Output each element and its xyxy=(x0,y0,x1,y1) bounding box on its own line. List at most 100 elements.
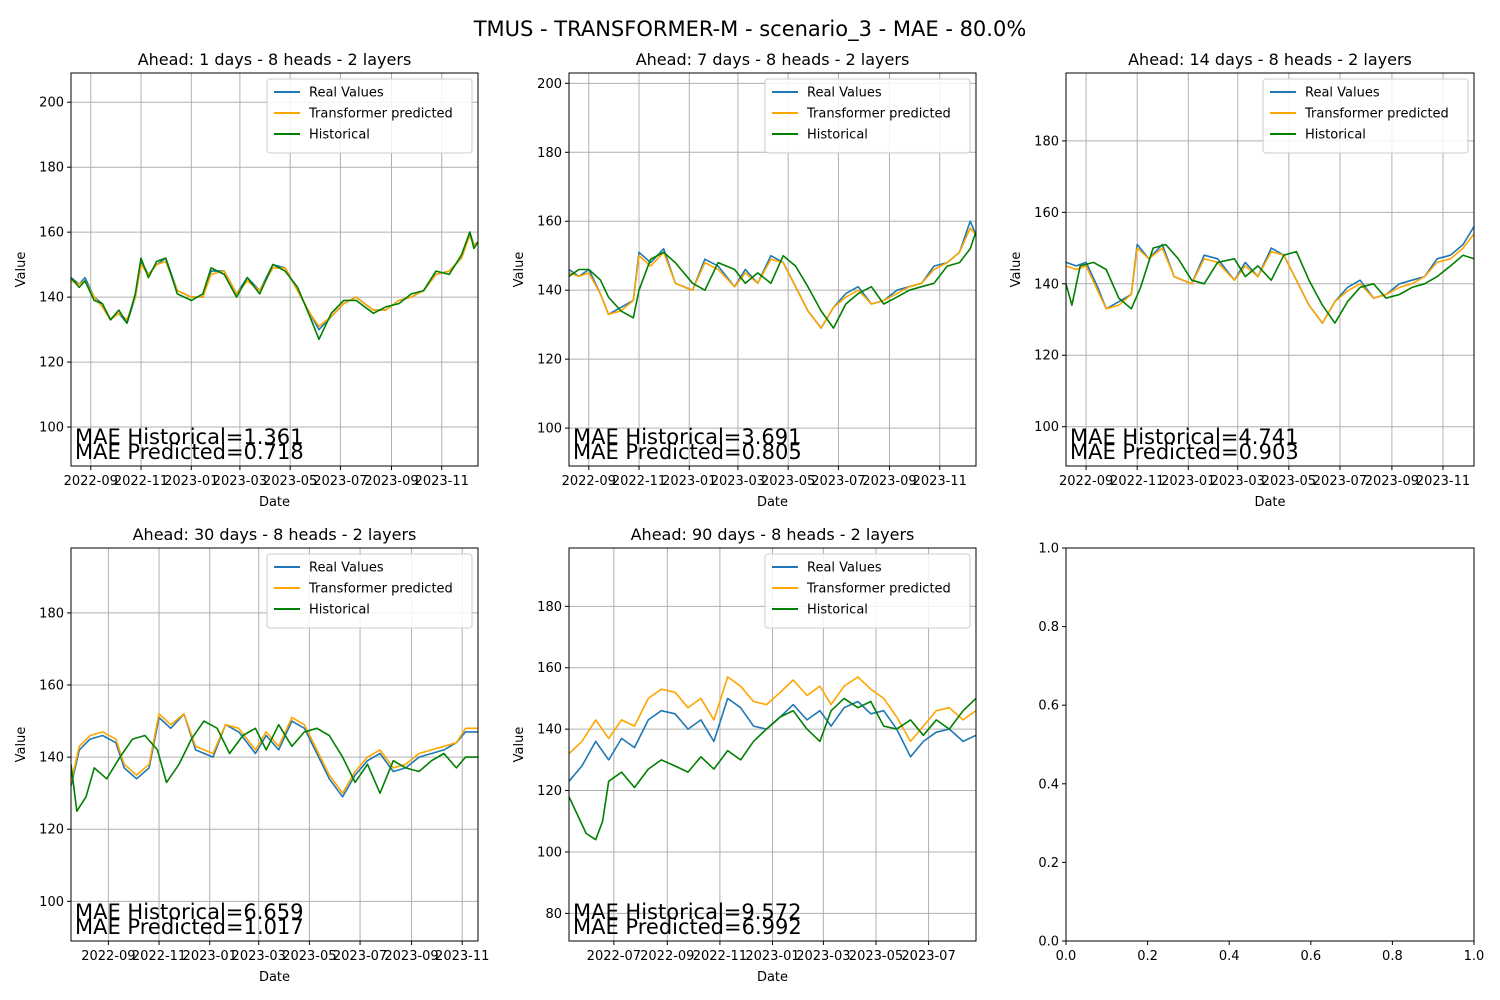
subplot-title: Ahead: 90 days - 8 heads - 2 layers xyxy=(631,525,915,544)
mae-predicted-annotation: MAE Predicted=0.718 xyxy=(75,440,304,464)
mae-historical-annotation: MAE Historical=9.572 xyxy=(573,900,802,924)
x-tick-label: 2023-05 xyxy=(282,949,336,964)
series-line-real-values xyxy=(71,713,478,798)
y-tick-label: 160 xyxy=(537,215,562,230)
series-line-historical xyxy=(71,720,478,813)
legend-box xyxy=(266,78,473,154)
subplot-6: 0.0 0.2 0.4 0.6 0.8 1.0 0.0 0.2 0.4 0.6 0.8 1.0 xyxy=(1038,542,1484,965)
series-line-transformer-predicted xyxy=(569,676,976,755)
series-group xyxy=(1066,226,1474,324)
y-tick-label: 140 xyxy=(1034,277,1059,292)
series-group xyxy=(569,220,976,329)
y-axis-label: Value xyxy=(512,727,527,763)
subplot-4: 2022-092022-112023-012023-032023-052023-… xyxy=(14,525,489,985)
legend-label: Transformer predicted xyxy=(806,107,951,122)
y-tick-label: 100 xyxy=(39,895,64,910)
legend-label: Real Values xyxy=(309,561,384,576)
mae-historical-annotation: MAE Historical=6.659 xyxy=(75,900,304,924)
legend-label: Transformer predicted xyxy=(1304,107,1449,122)
x-axis-label: Date xyxy=(1254,495,1285,510)
subplot-title: Ahead: 1 days - 8 heads - 2 layers xyxy=(138,50,412,69)
legend-label: Real Values xyxy=(807,86,882,101)
y-tick-label: 100 xyxy=(537,422,562,437)
x-tick-label: 2023-03 xyxy=(213,474,267,489)
x-tick-label: 2023-07 xyxy=(333,949,387,964)
series-line-transformer-predicted xyxy=(1066,233,1474,324)
x-tick-label: 2023-05 xyxy=(849,949,903,964)
y-tick-label: 200 xyxy=(537,77,562,92)
y-tick-label: 160 xyxy=(1034,206,1059,221)
y-tick-label: 100 xyxy=(537,845,562,860)
mae-predicted-annotation: MAE Predicted=0.903 xyxy=(1070,440,1299,464)
x-tick-label: 2023-05 xyxy=(1262,474,1316,489)
legend-label: Historical xyxy=(309,128,370,143)
y-axis-label: Value xyxy=(1009,252,1024,288)
series-line-historical xyxy=(1066,243,1474,324)
subplot-1: 2022-092022-112023-012023-032023-052023-… xyxy=(14,50,479,510)
x-tick-label: 2022-09 xyxy=(64,474,118,489)
x-tick-label: 2023-03 xyxy=(232,949,286,964)
x-tick-label: 2023-07 xyxy=(901,949,955,964)
mae-predicted-annotation: MAE Predicted=0.805 xyxy=(573,440,802,464)
legend-label: Historical xyxy=(807,128,868,143)
y-tick-label: 180 xyxy=(1034,134,1059,149)
series-line-historical xyxy=(71,231,478,341)
legend: Real Values Transformer predicted Historic… xyxy=(266,78,473,154)
x-tick-label: 2023-07 xyxy=(811,474,865,489)
figure-suptitle: TMUS - TRANSFORMER-M - scenario_3 - MAE … xyxy=(473,17,1027,42)
x-tick-label: 0.6 xyxy=(1300,949,1321,964)
mae-historical-annotation: MAE Historical=4.741 xyxy=(1070,425,1299,449)
y-tick-label: 180 xyxy=(537,600,562,615)
series-group xyxy=(569,676,976,841)
legend-label: Transformer predicted xyxy=(806,582,951,597)
x-axis-label: Date xyxy=(259,495,290,510)
x-tick-label: 2022-09 xyxy=(81,949,135,964)
y-tick-label: 100 xyxy=(1034,420,1059,435)
y-tick-label: 140 xyxy=(537,723,562,738)
legend-box xyxy=(764,553,971,629)
x-tick-label: 2023-01 xyxy=(183,949,237,964)
axes-frame xyxy=(1065,547,1475,942)
y-tick-label: 180 xyxy=(39,606,64,621)
series-group xyxy=(71,713,478,813)
legend-label: Real Values xyxy=(1305,86,1380,101)
subplot-5: 2022-07 2022-092022-112023-012023-032023-… xyxy=(512,525,977,985)
x-tick-label: 2023-09 xyxy=(364,474,418,489)
legend-label: Real Values xyxy=(309,86,384,101)
y-tick-label: 140 xyxy=(39,291,64,306)
y-tick-label: 0.4 xyxy=(1038,777,1059,792)
x-tick-label: 2023-01 xyxy=(745,949,799,964)
y-axis-label: Value xyxy=(14,727,29,763)
x-tick-label: 2022-11 xyxy=(1110,474,1164,489)
legend: Real Values Transformer predicted Historic… xyxy=(266,553,473,629)
legend-label: Historical xyxy=(807,603,868,618)
x-tick-label: 2022-07 xyxy=(587,949,641,964)
y-tick-label: 120 xyxy=(537,353,562,368)
x-axis-label: Date xyxy=(757,970,788,985)
axes-frame xyxy=(568,547,977,942)
legend-box xyxy=(1262,78,1469,154)
mae-predicted-annotation: MAE Predicted=6.992 xyxy=(573,915,802,939)
x-axis-label: Date xyxy=(259,970,290,985)
y-tick-label: 200 xyxy=(39,96,64,111)
y-axis-label: Value xyxy=(14,252,29,288)
legend: Real Values Transformer predicted Historic… xyxy=(764,78,971,154)
subplot-3: 2022-092022-112023-012023-032023-052023-… xyxy=(1009,50,1475,510)
axes-frame xyxy=(70,72,479,467)
x-tick-label: 2023-09 xyxy=(862,474,916,489)
x-tick-label: 0.2 xyxy=(1137,949,1158,964)
axes-layer: 2022-092022-112023-012023-032023-052023-… xyxy=(14,50,1484,985)
x-tick-label: 2022-11 xyxy=(114,474,168,489)
x-tick-label: 2023-03 xyxy=(1211,474,1265,489)
y-tick-label: 120 xyxy=(1034,349,1059,364)
series-line-transformer-predicted xyxy=(569,227,976,329)
x-tick-label: 2022-11 xyxy=(693,949,747,964)
x-tick-label: 0.4 xyxy=(1219,949,1240,964)
y-tick-label: 80 xyxy=(545,907,562,922)
x-tick-label: 2023-07 xyxy=(1313,474,1367,489)
x-tick-label: 2023-11 xyxy=(415,474,469,489)
y-tick-label: 160 xyxy=(39,226,64,241)
x-tick-label: 2023-09 xyxy=(384,949,438,964)
